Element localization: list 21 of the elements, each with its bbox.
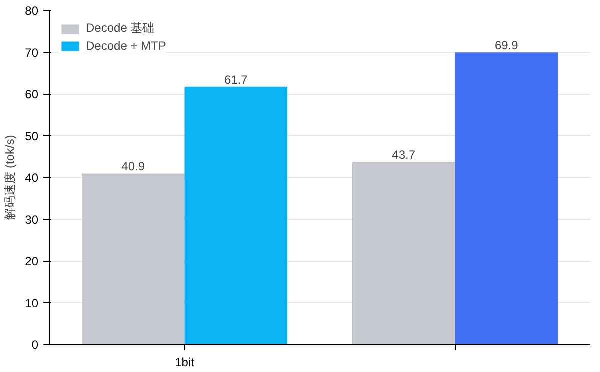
data-label: 40.9 xyxy=(122,160,146,174)
legend-label: Decode 基础 xyxy=(86,20,155,37)
y-tick-label: 30 xyxy=(25,212,39,227)
bar xyxy=(184,86,288,344)
y-tick-label: 70 xyxy=(25,46,39,60)
data-label: 61.7 xyxy=(224,72,248,87)
legend-label: Decode + MTP xyxy=(86,39,166,53)
data-label: 43.7 xyxy=(392,148,416,162)
y-axis-title: 解码速度 (tok/s) xyxy=(3,135,18,220)
y-tick-label: 20 xyxy=(25,254,39,268)
x-tick-label: 1bit xyxy=(175,356,196,370)
y-tick-label: 60 xyxy=(25,88,39,102)
data-label: 69.9 xyxy=(494,38,519,53)
bar xyxy=(352,162,456,344)
y-tick-label: 10 xyxy=(25,296,39,310)
y-tick-label: 40 xyxy=(25,171,39,185)
bar xyxy=(82,174,185,344)
y-tick-label: 50 xyxy=(25,129,39,144)
y-tick-label: 80 xyxy=(25,4,39,18)
y-tick-label: 0 xyxy=(32,338,39,352)
bar xyxy=(455,52,558,344)
